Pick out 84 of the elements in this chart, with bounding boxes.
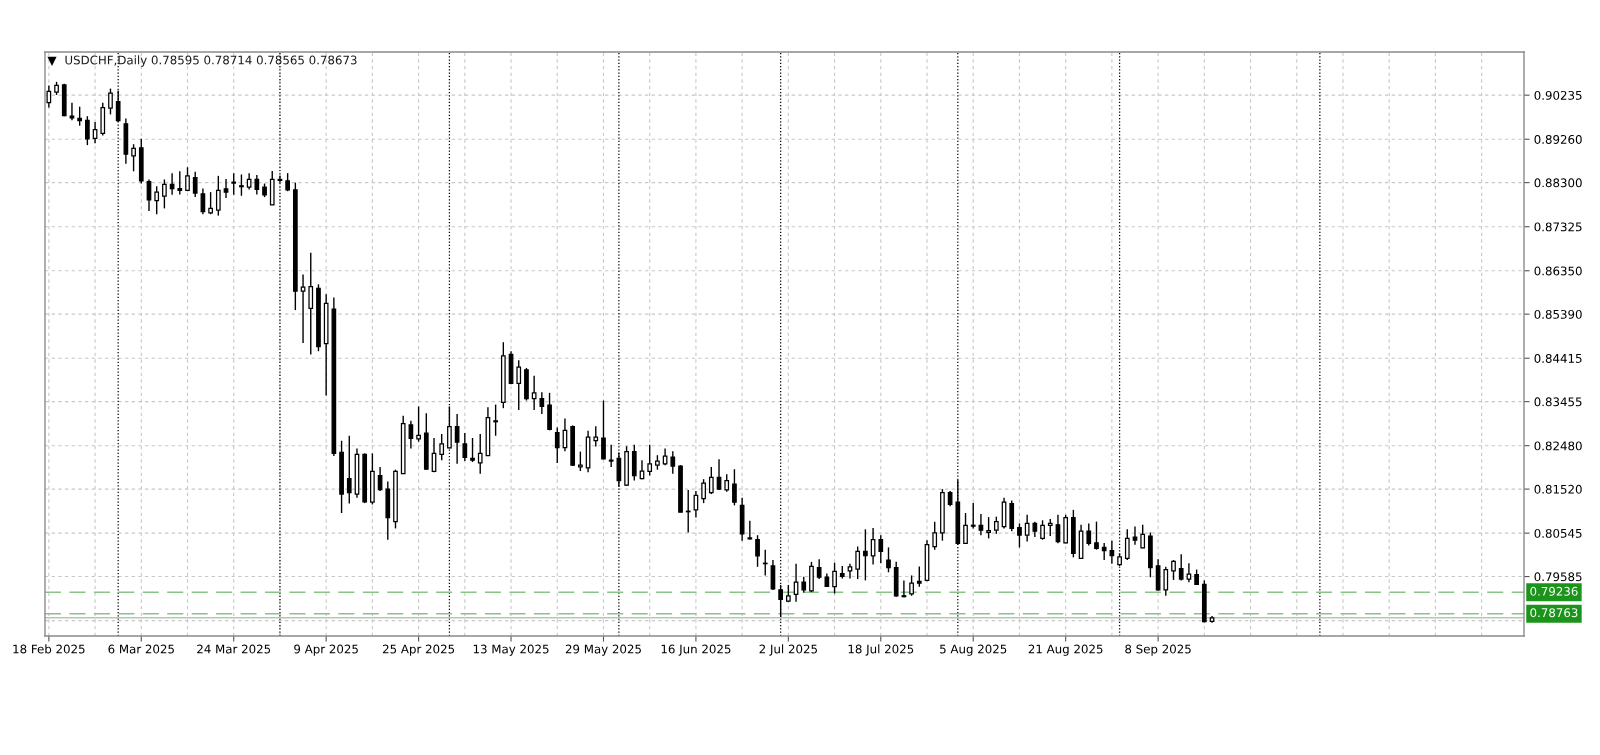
x-tick-label: 29 May 2025 (565, 644, 641, 656)
y-tick-label: 0.82480 (1534, 441, 1582, 451)
candlestick (916, 565, 922, 588)
candlestick (154, 185, 160, 215)
y-tick-label: 0.89260 (1534, 134, 1582, 144)
y-tick-label: 0.81520 (1534, 484, 1582, 494)
chart-title: USDCHF,Daily 0.78595 0.78714 0.78565 0.78673 (65, 55, 357, 67)
candlestick (131, 143, 136, 173)
candlestick (863, 528, 868, 582)
candlestick (1178, 553, 1184, 582)
candlestick (1186, 562, 1192, 583)
candlestick (454, 413, 460, 465)
x-tick-label: 18 Jul 2025 (848, 644, 914, 656)
candlestick (177, 170, 183, 196)
candlestick (670, 450, 676, 475)
x-tick-label: 18 Feb 2025 (13, 644, 85, 654)
candlestick (300, 273, 306, 344)
candlestick (239, 173, 244, 197)
y-tick-label: 0.83455 (1534, 397, 1582, 407)
x-tick-label: 16 Jun 2025 (661, 644, 731, 656)
candlestick (346, 435, 352, 505)
candlestick (932, 520, 938, 551)
candlestick (531, 374, 537, 411)
candlestick (1171, 559, 1176, 581)
y-tick-label: 0.90235 (1534, 90, 1582, 100)
candlestick (963, 512, 968, 545)
x-tick-label: 5 Aug 2025 (940, 644, 1007, 656)
x-tick-label: 13 May 2025 (473, 644, 549, 656)
ref-line-label: 0.78763 (1530, 608, 1578, 618)
candlestick (701, 478, 706, 504)
x-tick-label: 8 Sep 2025 (1125, 644, 1191, 656)
x-tick-label: 9 Apr 2025 (294, 644, 358, 656)
candlestick (46, 84, 52, 109)
candlestick (608, 444, 614, 468)
candlestick (470, 437, 475, 463)
candlestick (1132, 525, 1138, 546)
y-tick-label: 0.84415 (1534, 353, 1582, 363)
candlestick (631, 444, 637, 482)
x-tick-label: 2 Jul 2025 (759, 644, 817, 656)
candlestick (539, 391, 545, 415)
candlestick (493, 403, 498, 437)
candlestick (1163, 566, 1169, 597)
y-tick-label: 0.80545 (1534, 528, 1582, 538)
candlestick (1086, 522, 1092, 547)
candlestick (708, 466, 714, 495)
candlestick (747, 520, 753, 541)
y-tick-label: 0.79585 (1534, 572, 1582, 582)
candlestick (1124, 528, 1130, 561)
candlestick (477, 433, 483, 475)
candlestick (732, 468, 737, 507)
candlestick (1101, 542, 1107, 561)
candlestick (223, 178, 229, 199)
candlestick (516, 359, 522, 411)
candlestick (1094, 520, 1099, 551)
x-tick-label: 24 Mar 2025 (197, 644, 271, 654)
candlestick (578, 450, 583, 472)
candlestick (215, 175, 221, 217)
ref-line-label: 0.79236 (1530, 586, 1578, 596)
candlestick (439, 433, 445, 461)
candlestick (593, 425, 599, 448)
candlestick (1040, 519, 1045, 541)
y-tick-label: 0.87325 (1534, 222, 1582, 232)
candlestick (986, 516, 991, 540)
candlestick (755, 534, 760, 568)
x-tick-label: 6 Mar 2025 (108, 644, 174, 654)
y-tick-label: 0.85390 (1534, 309, 1582, 319)
candlestick (816, 558, 822, 580)
candlestick (85, 115, 90, 146)
candlestick (254, 174, 260, 196)
candlestick (162, 178, 167, 210)
y-tick-label: 0.88300 (1534, 178, 1582, 188)
candlestick (1024, 514, 1030, 543)
candlestick (1140, 524, 1146, 550)
candlestick (855, 545, 861, 580)
candlestick (192, 171, 198, 198)
x-tick-label: 25 Apr 2025 (382, 644, 455, 656)
candlestick (886, 546, 891, 573)
candlestick (909, 574, 914, 597)
candlestick (77, 105, 83, 127)
candlestick (108, 87, 113, 116)
candlestick (69, 101, 75, 121)
x-tick-label: 21 Aug 2025 (1028, 644, 1103, 656)
candlestick (308, 251, 314, 356)
y-tick-label: 0.86350 (1534, 266, 1582, 276)
